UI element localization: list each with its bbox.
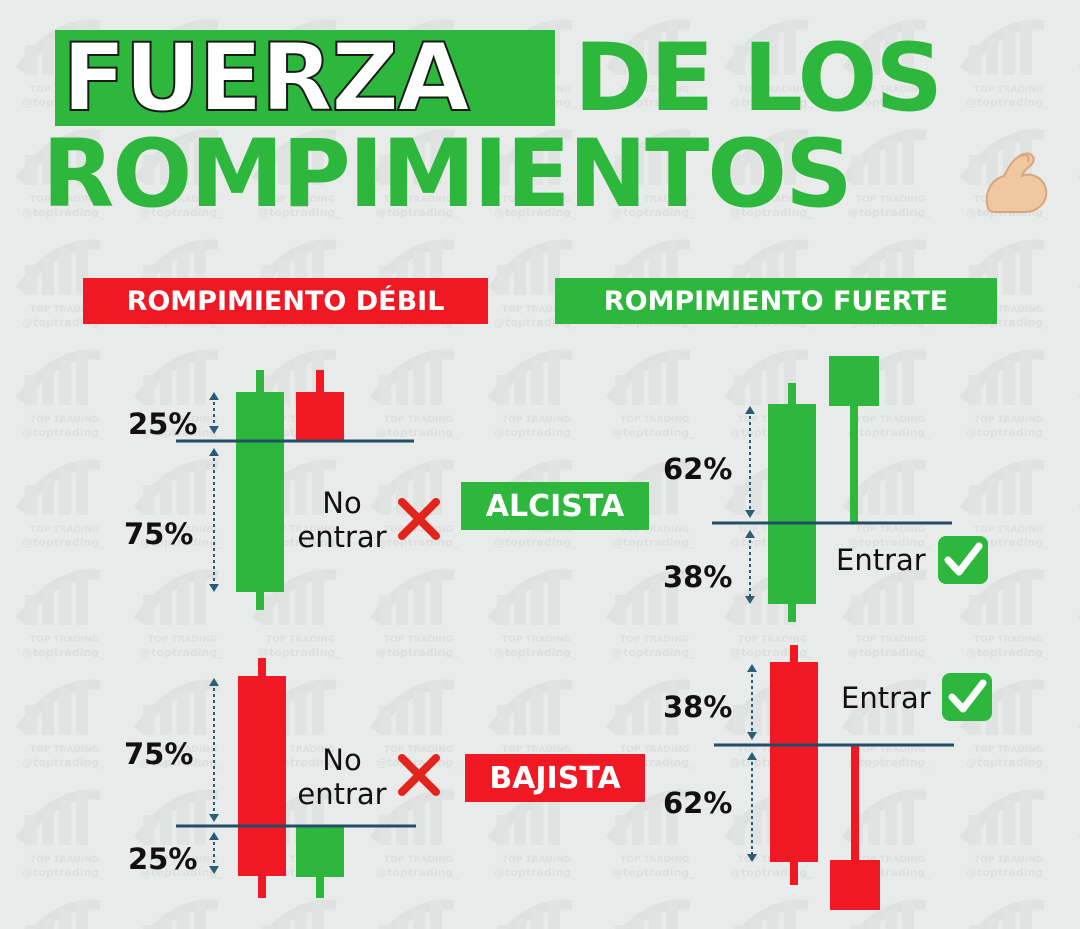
- bullish-label: ALCISTA: [461, 482, 649, 530]
- pct-strong-bear-top: 38%: [663, 690, 733, 724]
- flexed-biceps-icon: [985, 152, 1048, 213]
- no-entry-note-bear: No entrar: [292, 743, 392, 811]
- green-candle-body: [768, 404, 816, 604]
- title-de-los: DE LOS: [574, 24, 943, 133]
- check-icon: [942, 673, 992, 721]
- red-candle-body: [296, 392, 344, 440]
- weak-breakout-label: ROMPIMIENTO DÉBIL: [83, 278, 488, 324]
- green-candle-body: [296, 825, 344, 877]
- strong-bullish-diagram: [712, 356, 952, 622]
- cross-icon: [398, 498, 440, 540]
- title-rompimientos: ROMPIMIENTOS: [42, 120, 853, 229]
- no-entry-note-bull: No entrar: [292, 486, 392, 554]
- title-highlight-box: [55, 30, 555, 126]
- entry-note-bull: Entrar: [836, 543, 926, 577]
- pct-strong-bull-top: 62%: [663, 452, 733, 486]
- entry-note-bear: Entrar: [841, 681, 931, 715]
- title-fuerza: FUERZA: [61, 24, 471, 133]
- pct-weak-bull-top: 25%: [128, 407, 198, 441]
- weak-bearish-diagram: [176, 658, 416, 898]
- strong-breakout-label: ROMPIMIENTO FUERTE: [555, 278, 997, 324]
- weak-bullish-diagram: [176, 370, 414, 610]
- red-candle-body: [830, 860, 880, 910]
- pct-weak-bull-bottom: 75%: [124, 517, 194, 551]
- bearish-label: BAJISTA: [465, 754, 645, 802]
- check-icon: [938, 536, 988, 584]
- green-candle-body: [829, 356, 879, 406]
- red-candle-body: [770, 662, 818, 862]
- pct-strong-bear-bottom: 62%: [663, 786, 733, 820]
- cross-icon: [398, 754, 440, 796]
- pct-weak-bear-top: 75%: [124, 737, 194, 771]
- pct-weak-bear-bottom: 25%: [128, 842, 198, 876]
- red-candle-body: [238, 676, 286, 876]
- green-candle-body: [236, 392, 284, 592]
- no-entry-line2: entrar: [297, 520, 387, 554]
- no-entry-line1: No: [322, 486, 362, 520]
- pct-strong-bull-bottom: 38%: [663, 560, 733, 594]
- strong-bearish-diagram: [714, 645, 954, 910]
- no-entry-line2: entrar: [297, 777, 387, 811]
- no-entry-line1: No: [322, 743, 362, 777]
